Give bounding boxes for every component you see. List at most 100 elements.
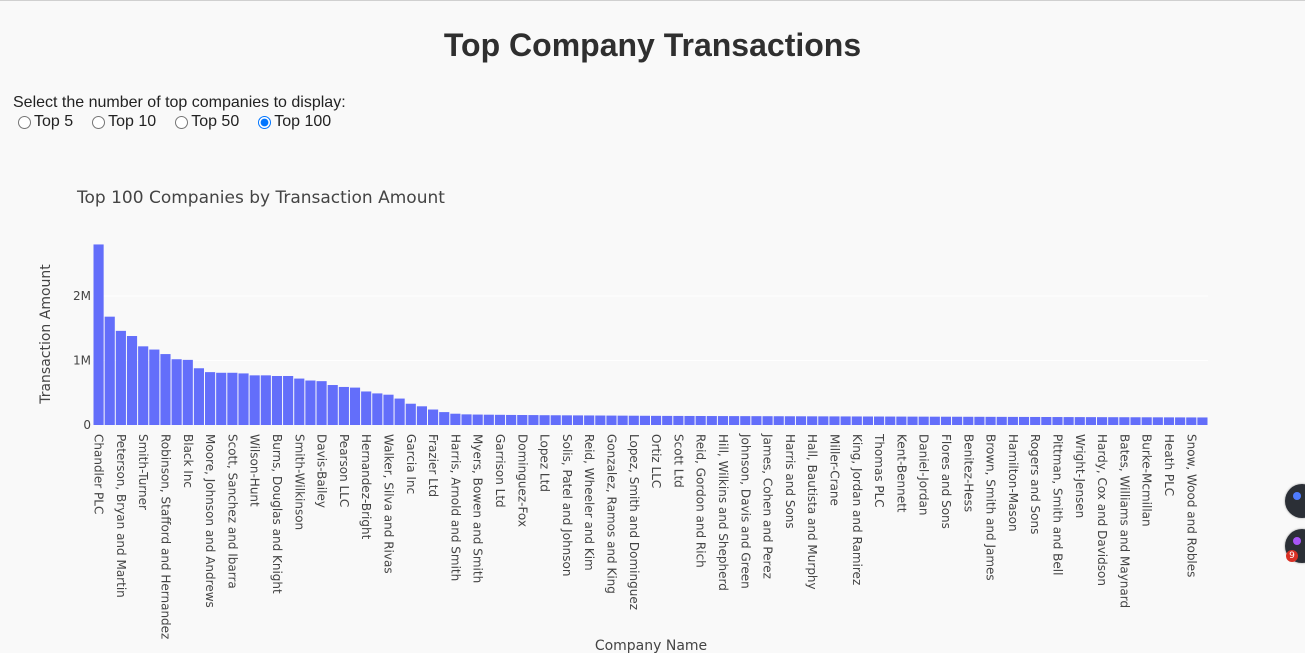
y-tick-label: 2M: [73, 289, 91, 303]
x-tick-label: Scott Ltd: [671, 434, 685, 488]
bar: [416, 406, 427, 425]
x-tick-label: Hamilton-Mason: [1006, 434, 1020, 532]
bar: [1163, 417, 1175, 425]
bar: [483, 414, 494, 425]
x-tick-label: Chandler PLC: [92, 434, 106, 514]
x-tick-label: Garcia Inc: [404, 434, 418, 494]
radio-top-5[interactable]: Top 5: [13, 113, 73, 131]
x-tick-label: Robinson, Stafford and Hernandez: [158, 434, 172, 639]
bar: [1175, 417, 1186, 425]
radio-top-10-input[interactable]: [92, 115, 106, 129]
bar: [517, 415, 528, 425]
bar: [606, 415, 617, 425]
radio-top-5-input[interactable]: [18, 115, 31, 129]
selector-prompt: Select the number of top companies to di…: [13, 94, 346, 111]
bar: [1052, 417, 1063, 425]
bar: [1141, 417, 1152, 425]
bar: [383, 394, 394, 425]
x-tick-label: Burns, Douglas and Knight: [270, 434, 284, 594]
bar: [673, 415, 684, 425]
x-tick-label: Smith-Turner: [136, 434, 150, 510]
bar: [1186, 417, 1197, 425]
bar: [885, 416, 896, 425]
chart-title: Top 100 Companies by Transaction Amount: [76, 188, 445, 208]
y-axis-title: Transaction Amount: [38, 264, 54, 405]
radio-top-50-label: Top 50: [191, 113, 240, 130]
x-tick-label: Pittman, Smith and Bell: [1050, 434, 1064, 575]
bar: [216, 372, 227, 425]
bar: [1041, 417, 1052, 425]
x-tick-label: Kent-Bennett: [894, 434, 908, 513]
x-tick-label: Snow, Wood and Robles: [1184, 434, 1198, 577]
bar: [338, 386, 349, 425]
translate-extension-button[interactable]: [1285, 484, 1305, 518]
page-title: Top Company Transactions: [443, 27, 862, 63]
bar: [717, 416, 729, 425]
bar: [1063, 417, 1074, 425]
bar: [751, 416, 762, 425]
top-n-selector: Select the number of top companies to di…: [13, 94, 346, 131]
radio-top-100[interactable]: Top 100: [253, 113, 331, 131]
bar: [851, 416, 862, 425]
radio-top-100-input[interactable]: [258, 115, 272, 129]
bar: [1007, 416, 1018, 425]
bar: [695, 416, 706, 425]
x-tick-label: Peterson, Bryan and Martin: [114, 434, 128, 598]
x-tick-label: Wilson-Hunt: [248, 434, 262, 507]
radio-top-50[interactable]: Top 50: [170, 113, 239, 131]
y-tick-label: 1M: [73, 354, 91, 368]
bar: [1197, 417, 1208, 425]
bar: [305, 380, 316, 425]
bar: [952, 416, 963, 425]
x-tick-label: Brown, Smith and James: [984, 434, 998, 581]
x-tick-label: Benitez-Hess: [961, 434, 975, 512]
radio-top-10[interactable]: Top 10: [87, 113, 156, 131]
x-tick-label: Dominguez-Fox: [515, 434, 529, 527]
x-tick-label: Gonzalez, Ramos and King: [604, 434, 618, 594]
bar: [595, 415, 606, 425]
bar: [1152, 417, 1163, 425]
radio-top-50-input[interactable]: [175, 115, 189, 129]
bar: [829, 416, 840, 425]
bar: [528, 415, 539, 425]
notification-badge: 9: [1286, 550, 1298, 562]
bar: [550, 415, 561, 425]
bar: [349, 387, 361, 425]
bar: [126, 336, 138, 425]
bar: [572, 415, 584, 425]
bar: [1074, 417, 1085, 425]
bar: [506, 414, 517, 425]
bar: [104, 316, 115, 425]
radio-top-5-label: Top 5: [34, 113, 74, 130]
bar: [1130, 417, 1141, 425]
bar: [405, 403, 416, 425]
bar: [249, 375, 260, 425]
bar: [1018, 416, 1030, 425]
x-tick-label: Miller-Crane: [827, 434, 841, 506]
bar: [539, 415, 550, 425]
bar: [628, 415, 639, 425]
bar: [193, 368, 204, 425]
x-axis-title: Company Name: [595, 638, 707, 653]
bar: [807, 416, 818, 425]
bar: [394, 398, 405, 425]
x-tick-label: Scott, Sanchez and Ibarra: [225, 434, 239, 589]
y-tick-label: 0: [83, 418, 91, 432]
bar: [840, 416, 851, 425]
bar: [818, 416, 829, 425]
bar: [182, 359, 193, 425]
x-tick-label: Smith-Wilkinson: [292, 434, 306, 530]
bar: [227, 372, 238, 425]
bar: [729, 416, 740, 425]
bar: [138, 346, 149, 425]
x-tick-label: Hernandez-Bright: [359, 434, 373, 540]
bar: [327, 385, 338, 425]
x-tick-label: Daniel-Jordan: [917, 434, 931, 515]
bar: [762, 416, 773, 425]
bar: [238, 373, 249, 425]
x-tick-label: Frazier Ltd: [426, 434, 440, 497]
x-tick-label: Harris, Arnold and Smith: [448, 434, 462, 581]
bar: [896, 416, 907, 425]
x-tick-label: Lopez Ltd: [538, 434, 552, 492]
